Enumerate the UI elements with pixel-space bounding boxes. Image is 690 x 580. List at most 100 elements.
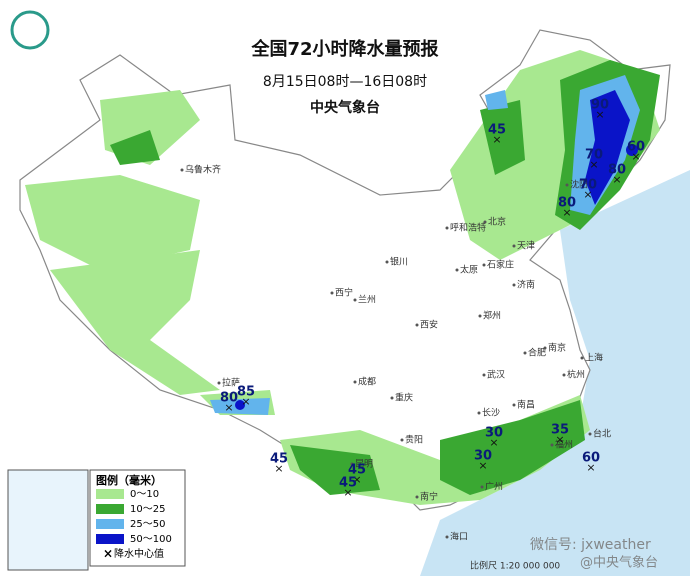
city-label: 西宁 <box>335 287 353 299</box>
logo <box>10 10 50 50</box>
peak-marker: × <box>586 461 595 474</box>
city-dot <box>385 260 389 264</box>
city-dot <box>455 268 459 272</box>
city-dot <box>445 535 449 539</box>
city-label: 台北 <box>593 428 611 440</box>
city-label: 合肥 <box>528 347 546 359</box>
city-dot <box>480 485 484 489</box>
city-label: 太原 <box>460 264 478 276</box>
peak-marker: × <box>241 395 250 408</box>
peak-value: 30 <box>485 426 503 441</box>
title: 全国72小时降水量预报 <box>250 38 438 60</box>
legend-label: 25～50 <box>130 519 165 530</box>
city-label: 南宁 <box>420 491 438 503</box>
city-dot <box>445 226 449 230</box>
city-label: 上海 <box>585 352 603 364</box>
city-dot <box>353 298 357 302</box>
legend-label: 0～10 <box>130 489 159 500</box>
peak-value: 85 <box>237 385 255 400</box>
city-dot <box>330 291 334 295</box>
peak-marker: × <box>583 188 592 201</box>
rain-peaks: ×90×60×70×80×70×80×45×80 ×85×45×45×45×30×… <box>220 98 645 500</box>
legend: 图例（毫米） 0～10 10～25 25～50 50～100 × 降水中心值 <box>89 469 186 567</box>
city-dot <box>415 495 419 499</box>
peak-value: 80 <box>608 163 626 178</box>
scale: 比例尺 1:20 000 000 <box>470 560 560 572</box>
city-dot <box>512 283 516 287</box>
peak-marker: × <box>478 459 487 472</box>
city-dot <box>482 263 486 267</box>
peak-value: 45 <box>270 452 288 467</box>
city-label: 广州 <box>485 481 503 493</box>
city-label: 呼和浩特 <box>450 222 486 234</box>
city-label: 乌鲁木齐 <box>185 164 221 176</box>
city-label: 福州 <box>555 439 573 451</box>
peak-marker: × <box>589 158 598 171</box>
city-label: 北京 <box>488 216 506 228</box>
city-dot <box>478 314 482 318</box>
inset-map <box>7 469 89 571</box>
peak-value: 45 <box>488 123 506 138</box>
agency: 中央气象台 <box>310 99 380 116</box>
city-dot <box>580 356 584 360</box>
peak-marker: × <box>562 206 571 219</box>
peak-marker: × <box>489 436 498 449</box>
city-label: 南昌 <box>517 399 535 411</box>
peak-value: 70 <box>579 178 597 193</box>
city-dot <box>390 396 394 400</box>
period: 8月15日08时—16日08时 <box>263 74 427 90</box>
city-dot <box>512 403 516 407</box>
city-dot <box>350 462 354 466</box>
legend-label: 10～25 <box>130 504 165 515</box>
peak-marker: × <box>555 433 564 446</box>
peak-marker: × <box>352 473 361 486</box>
legend-marker: × <box>103 547 113 561</box>
peak-value: 80 <box>558 196 576 211</box>
city-label: 天津 <box>517 241 535 252</box>
city-label: 昆明 <box>355 459 373 470</box>
legend-swatch <box>96 519 124 529</box>
city-label: 武汉 <box>487 369 505 381</box>
city-label: 拉萨 <box>222 377 240 389</box>
city-label: 长沙 <box>482 407 500 419</box>
city-dot <box>217 381 221 385</box>
city-label: 兰州 <box>358 294 376 306</box>
city-label: 海口 <box>450 531 468 543</box>
city-label: 贵阳 <box>405 434 423 446</box>
city-dot <box>523 351 527 355</box>
city-dot <box>512 244 516 248</box>
city-label: 西安 <box>420 319 438 331</box>
city-dot <box>588 432 592 436</box>
watermark: 微信号: jxweather <box>530 537 651 553</box>
city-dot <box>565 183 569 187</box>
city-label: 济南 <box>517 279 535 291</box>
legend-swatch <box>96 534 124 544</box>
sea <box>420 170 690 576</box>
city-dot <box>477 411 481 415</box>
legend-swatch <box>96 489 124 499</box>
city-dot <box>482 373 486 377</box>
city-label: 郑州 <box>483 310 501 322</box>
peak-value: 70 <box>585 148 603 163</box>
city-dot <box>483 220 487 224</box>
peak-value: 90 <box>591 98 609 113</box>
peak-value: 60 <box>627 140 645 155</box>
peak-value: 80 <box>220 391 238 406</box>
city-label: 沈阳 <box>570 179 588 191</box>
peak-marker: × <box>224 401 233 414</box>
city-label: 石家庄 <box>487 259 514 271</box>
city-label: 杭州 <box>567 369 585 381</box>
peak-marker: × <box>595 108 604 121</box>
peak-value: 60 <box>582 451 600 466</box>
city-label: 南京 <box>548 342 566 354</box>
legend-title: 图例（毫米） <box>96 473 162 487</box>
city-dot <box>415 323 419 327</box>
city-dot <box>550 443 554 447</box>
city-dot <box>180 168 184 172</box>
legend-swatch <box>96 504 124 514</box>
city-label: 重庆 <box>395 392 413 404</box>
legend-label: 50～100 <box>130 534 172 545</box>
city-dot <box>543 346 547 350</box>
